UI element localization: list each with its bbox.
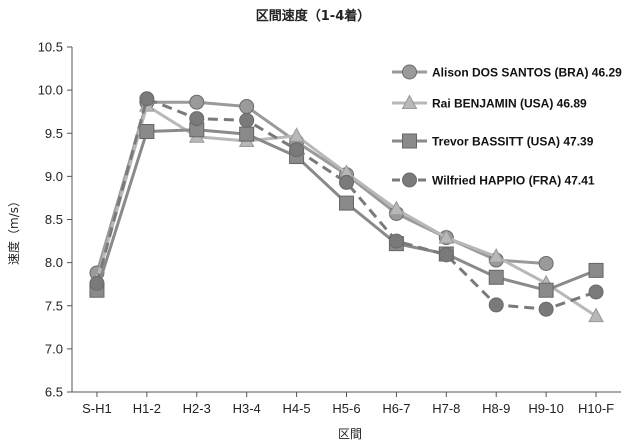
data-point	[588, 307, 604, 323]
x-tick-label: H9-10	[528, 401, 563, 416]
series-layer	[89, 91, 604, 323]
data-point	[189, 111, 205, 127]
x-tick-label: S-H1	[82, 401, 112, 416]
y-tick-label: 9.5	[45, 126, 63, 141]
x-axis-title: 区間	[338, 427, 362, 441]
x-tick-label: H7-8	[432, 401, 460, 416]
legend-swatch-marker	[402, 172, 417, 188]
y-ticks: 6.5 7.0 7.5 8.0 8.5 9.0 9.5 10.0 10.5	[38, 40, 72, 400]
y-tick-label: 6.5	[45, 385, 63, 400]
x-tick-label: H8-9	[482, 401, 510, 416]
x-tick-label: H4-5	[282, 401, 310, 416]
legend-label: Trevor BASSITT (USA) 47.39	[432, 135, 594, 149]
legend-swatch-marker	[402, 133, 417, 149]
y-tick-label: 8.5	[45, 212, 63, 227]
y-axis-title: 速度（m/s）	[6, 195, 21, 265]
data-point	[288, 127, 305, 142]
data-point	[438, 247, 454, 263]
x-tick-label: H2-3	[183, 401, 211, 416]
legend-label: Wilfried HAPPIO (FRA) 47.41	[432, 174, 595, 188]
data-point	[239, 112, 255, 128]
data-point	[588, 262, 604, 278]
data-point	[488, 269, 504, 285]
series-line	[95, 100, 547, 274]
series-line	[95, 97, 597, 311]
y-tick-label: 10.0	[38, 83, 63, 98]
data-point	[89, 275, 105, 291]
series-wilfried-happio	[89, 91, 604, 317]
y-tick-label: 7.0	[45, 341, 63, 356]
legend-label: Rai BENJAMIN (USA) 46.89	[432, 97, 587, 111]
x-tick-label: H1-2	[133, 401, 161, 416]
legend-item: Alison DOS SANTOS (BRA) 46.29	[392, 64, 622, 80]
x-tick-label: H3-4	[233, 401, 261, 416]
data-point	[488, 248, 505, 263]
data-point	[538, 301, 554, 317]
data-point	[239, 126, 255, 142]
legend-item: Rai BENJAMIN (USA) 46.89	[392, 94, 587, 111]
data-point	[538, 255, 554, 271]
legend-item: Wilfried HAPPIO (FRA) 47.41	[392, 172, 595, 188]
legend-label: Alison DOS SANTOS (BRA) 46.29	[432, 66, 622, 80]
data-point	[189, 94, 205, 110]
legend-swatch-marker	[401, 94, 418, 109]
chart-title: 区間速度（1-4着）	[256, 8, 371, 24]
x-tick-label: H5-6	[332, 401, 360, 416]
y-tick-label: 9.0	[45, 169, 63, 184]
data-point	[139, 124, 155, 140]
data-point	[239, 99, 255, 115]
x-tick-label: H10-F	[578, 401, 614, 416]
series-trevor-bassitt	[89, 122, 604, 298]
legend-swatch-marker	[402, 64, 417, 80]
data-point	[339, 174, 354, 190]
data-point	[339, 195, 354, 211]
data-point	[438, 229, 455, 244]
x-tick-label: H6-7	[382, 401, 410, 416]
data-point	[388, 200, 405, 216]
data-point	[388, 233, 404, 249]
y-tick-label: 7.5	[45, 298, 63, 313]
y-tick-label: 10.5	[38, 40, 63, 55]
data-point	[488, 297, 504, 313]
data-point	[588, 284, 604, 300]
data-point	[538, 282, 554, 298]
data-point	[139, 91, 155, 107]
data-point	[289, 142, 305, 158]
legend-item: Trevor BASSITT (USA) 47.39	[392, 133, 594, 149]
x-ticks: S-H1 H1-2 H2-3 H3-4 H4-5 H5-6 H6-7 H7-8 H8-9 H9-1…	[82, 392, 614, 416]
legend: Alison DOS SANTOS (BRA) 46.29 Rai BENJAMI…	[392, 64, 622, 188]
y-tick-label: 8.0	[45, 255, 63, 270]
